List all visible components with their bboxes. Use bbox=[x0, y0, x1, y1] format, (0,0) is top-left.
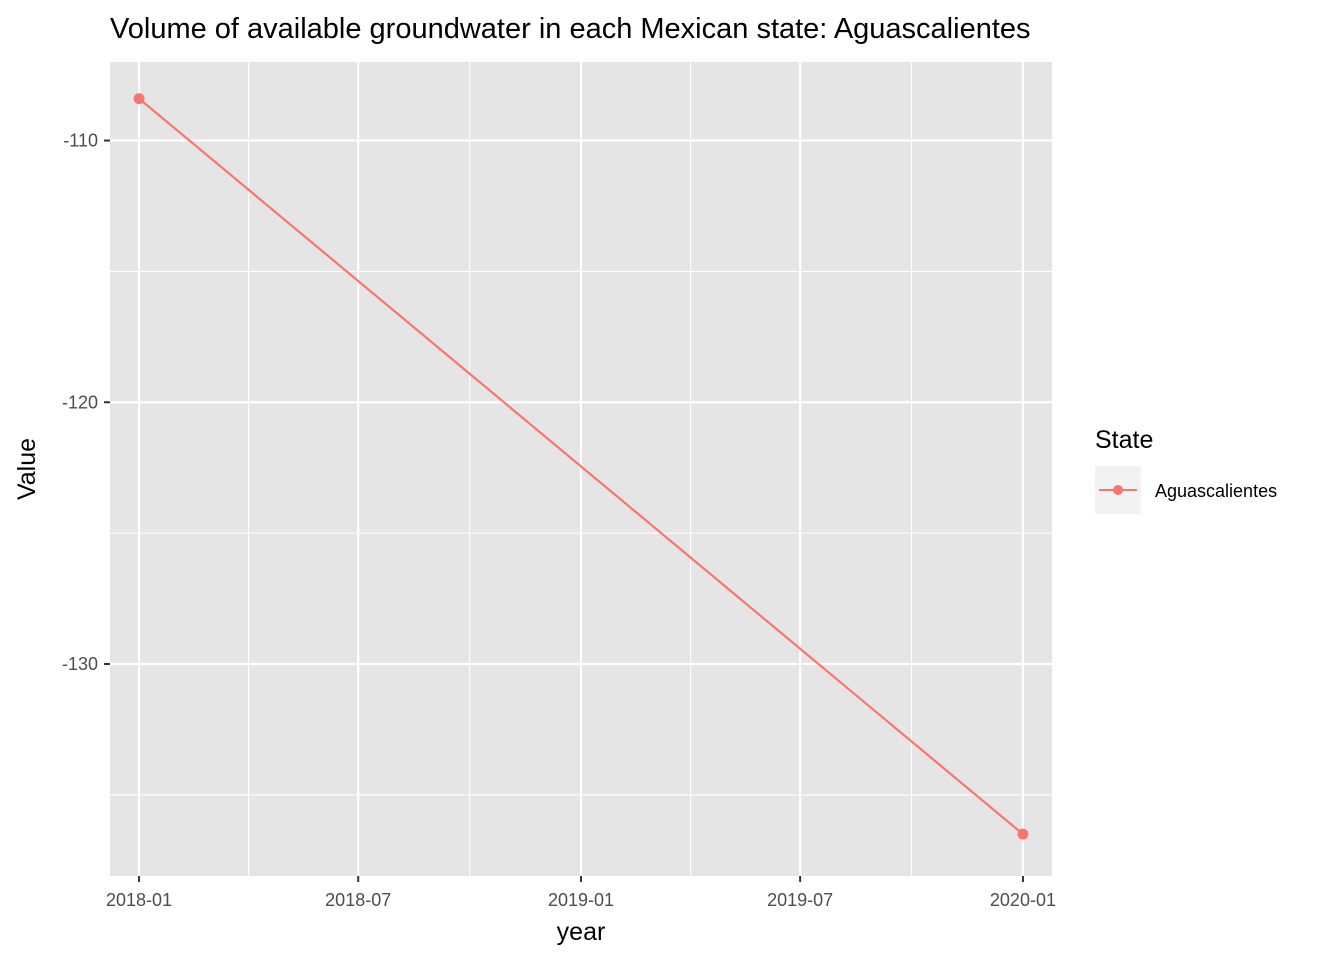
x-tick-label: 2018-07 bbox=[325, 890, 391, 910]
x-axis-title: year bbox=[557, 918, 606, 946]
y-axis-title: Value bbox=[13, 438, 41, 500]
y-tick-label: -110 bbox=[63, 131, 98, 151]
x-tick-label: 2019-01 bbox=[548, 890, 614, 910]
major-gridlines bbox=[110, 62, 1052, 876]
legend: State Aguascalientes bbox=[1095, 426, 1277, 514]
legend-key-point bbox=[1113, 485, 1123, 495]
legend-title: State bbox=[1095, 426, 1153, 454]
x-tick-label: 2018-01 bbox=[106, 890, 172, 910]
legend-label-aguascalientes: Aguascalientes bbox=[1155, 481, 1277, 501]
data-point bbox=[133, 93, 145, 105]
series-layer bbox=[133, 93, 1029, 840]
y-axis: -110 -120 -130 bbox=[62, 131, 110, 674]
series-line-aguascalientes bbox=[138, 97, 1024, 835]
x-tick-label: 2020-01 bbox=[990, 890, 1056, 910]
x-axis: 2018-01 2018-07 2019-01 2019-07 2020-01 bbox=[106, 876, 1056, 910]
data-point bbox=[1017, 828, 1029, 840]
chart-title: Volume of available groundwater in each … bbox=[110, 13, 1031, 45]
y-tick-label: -120 bbox=[62, 392, 98, 412]
x-tick-label: 2019-07 bbox=[767, 890, 833, 910]
y-tick-label: -130 bbox=[62, 654, 98, 674]
